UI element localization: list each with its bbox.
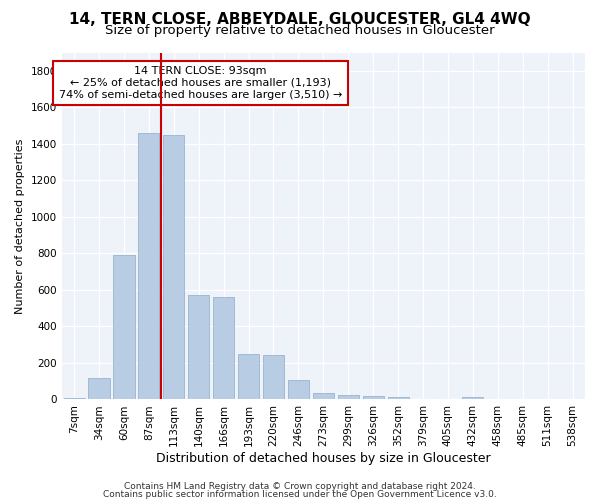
Bar [462, 396, 484, 400]
Bar [487, 398, 508, 400]
Y-axis label: Number of detached properties: Number of detached properties [15, 138, 25, 314]
Text: Size of property relative to detached houses in Gloucester: Size of property relative to detached ho… [105, 24, 495, 37]
Text: Contains public sector information licensed under the Open Government Licence v3: Contains public sector information licen… [103, 490, 497, 499]
X-axis label: Distribution of detached houses by size in Gloucester: Distribution of detached houses by size … [156, 452, 491, 465]
Bar [213, 297, 234, 400]
Bar [163, 134, 184, 400]
Bar [412, 398, 434, 400]
Bar [338, 395, 359, 400]
Bar [113, 255, 134, 400]
Bar [138, 133, 160, 400]
Text: 14, TERN CLOSE, ABBEYDALE, GLOUCESTER, GL4 4WQ: 14, TERN CLOSE, ABBEYDALE, GLOUCESTER, G… [69, 12, 531, 28]
Bar [388, 396, 409, 400]
Bar [238, 354, 259, 400]
Text: Contains HM Land Registry data © Crown copyright and database right 2024.: Contains HM Land Registry data © Crown c… [124, 482, 476, 491]
Bar [313, 393, 334, 400]
Bar [362, 396, 384, 400]
Bar [88, 378, 110, 400]
Bar [64, 398, 85, 400]
Bar [188, 296, 209, 400]
Bar [288, 380, 309, 400]
Text: 14 TERN CLOSE: 93sqm
← 25% of detached houses are smaller (1,193)
74% of semi-de: 14 TERN CLOSE: 93sqm ← 25% of detached h… [59, 66, 342, 100]
Bar [263, 354, 284, 400]
